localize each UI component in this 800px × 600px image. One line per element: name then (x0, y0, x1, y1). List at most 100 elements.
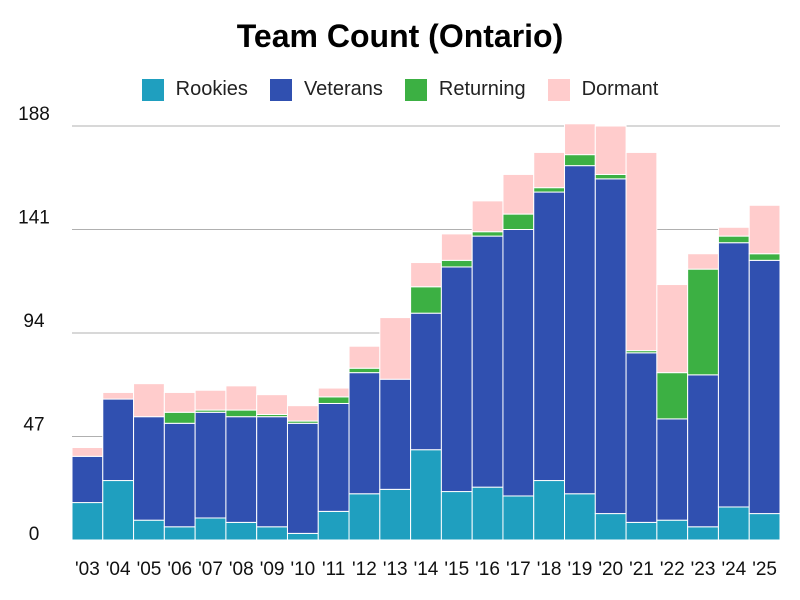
bar-segment-rookies (471, 486, 504, 541)
legend-swatch-veterans (269, 78, 292, 101)
bar-segment-veterans (410, 312, 442, 451)
bar-segment-veterans (348, 372, 381, 495)
legend-item-rookies: Rookies (141, 78, 248, 101)
bar-segment-rookies (71, 502, 104, 541)
bar-segment-returning (717, 235, 750, 244)
legend-item-dormant: Dormant (547, 78, 659, 101)
x-tick-label: '25 (752, 559, 777, 580)
bar-segment-dormant (379, 317, 412, 380)
bar-segment-returning (533, 187, 566, 193)
bar-segment-rookies (625, 521, 658, 541)
bar-segment-rookies (225, 521, 258, 541)
bar-segment-rookies (410, 449, 442, 541)
bar-segment-returning (564, 154, 596, 167)
legend-label-rookies: Rookies (175, 78, 248, 100)
bar-segment-veterans (687, 374, 719, 528)
legend-swatch-rookies (141, 78, 164, 101)
y-tick-label: 47 (23, 415, 44, 436)
bar-segment-dormant (102, 391, 135, 400)
bar-segment-rookies (687, 526, 719, 541)
x-tick-label: '14 (414, 559, 439, 580)
bar-segment-veterans (317, 402, 350, 512)
bar-segment-rookies (564, 493, 596, 541)
bar-segment-returning (502, 213, 535, 231)
chart-title: Team Count (Ontario) (236, 18, 564, 54)
x-tick-label: '16 (475, 559, 500, 580)
bar-segment-veterans (256, 416, 288, 528)
x-tick-label: '10 (290, 559, 315, 580)
legend-item-returning: Returning (404, 78, 526, 101)
legend-label-dormant: Dormant (581, 78, 659, 100)
bar-segment-returning (687, 268, 719, 376)
legend-item-veterans: Veterans (269, 78, 383, 101)
bar-segment-veterans (440, 266, 473, 493)
y-axis-ticks: 0 47 94 141 188 (18, 104, 50, 545)
x-tick-label: '11 (322, 559, 345, 580)
legend-label-veterans: Veterans (303, 78, 383, 100)
bar-segment-dormant (656, 284, 689, 374)
bars (71, 123, 781, 541)
bar-segment-rookies (133, 519, 165, 541)
bar-segment-dormant (133, 383, 165, 418)
x-tick-label: '20 (598, 559, 623, 580)
bar-segment-dormant (502, 173, 535, 215)
x-tick-label: '18 (537, 559, 562, 580)
y-tick-label: 188 (18, 104, 50, 125)
y-tick-label: 94 (23, 311, 45, 332)
legend-swatch-dormant (547, 78, 570, 101)
bar-segment-rookies (717, 506, 750, 541)
bar-segment-returning (163, 411, 196, 424)
y-tick-label: 0 (29, 524, 40, 545)
bar-segment-rookies (102, 480, 135, 541)
bar-segment-veterans (163, 422, 196, 528)
x-tick-label: '08 (229, 559, 254, 580)
x-tick-label: '13 (383, 559, 408, 580)
bar-segment-dormant (440, 233, 473, 261)
x-tick-label: '04 (106, 559, 131, 580)
bar-segment-rookies (594, 513, 627, 541)
bar-segment-rookies (748, 513, 781, 541)
bar-segment-rookies (256, 526, 288, 541)
bar-segment-veterans (564, 165, 596, 495)
bar-segment-veterans (656, 418, 689, 521)
legend-swatch-returning (404, 78, 427, 101)
x-tick-label: '09 (260, 559, 285, 580)
bar-segment-veterans (502, 229, 535, 497)
bar-segment-returning (410, 286, 442, 314)
x-tick-label: '17 (506, 559, 531, 580)
x-tick-label: '23 (691, 559, 716, 580)
bar-segment-dormant (194, 389, 227, 411)
bar-segment-veterans (102, 398, 135, 482)
bar-segment-veterans (71, 455, 104, 504)
x-tick-label: '19 (568, 559, 593, 580)
x-axis-ticks: '03 '04 '05'06 '07 '08 '09'10 '11 '12 '13 '14'15 '… (75, 559, 777, 580)
bar-segment-veterans (471, 235, 504, 488)
bar-segment-returning (594, 173, 627, 180)
bar-segment-returning (471, 231, 504, 237)
bar-segment-dormant (225, 385, 258, 411)
bar-segment-returning (225, 409, 258, 418)
bar-segment-returning (440, 259, 473, 268)
x-tick-label: '15 (444, 559, 469, 580)
y-tick-label: 141 (18, 208, 50, 229)
bar-segment-dormant (348, 345, 381, 369)
x-tick-label: '22 (660, 559, 685, 580)
x-tick-label: '24 (721, 559, 746, 580)
bar-segment-rookies (163, 526, 196, 541)
bar-segment-rookies (317, 510, 350, 541)
bar-segment-dormant (533, 151, 566, 189)
bar-segment-veterans (748, 259, 781, 515)
bar-segment-rookies (194, 517, 227, 541)
bar-segment-dormant (71, 447, 104, 457)
x-tick-label: '05 (137, 559, 162, 580)
bar-segment-returning (348, 367, 381, 374)
bar-segment-rookies (348, 493, 381, 541)
bar-segment-rookies (440, 491, 473, 541)
bar-segment-veterans (225, 416, 258, 523)
bar-segment-veterans (533, 191, 566, 482)
bar-segment-rookies (286, 532, 319, 541)
x-tick-label: '07 (198, 559, 223, 580)
bar-segment-dormant (317, 387, 350, 398)
bar-segment-veterans (717, 242, 750, 508)
bar-segment-rookies (502, 495, 535, 541)
